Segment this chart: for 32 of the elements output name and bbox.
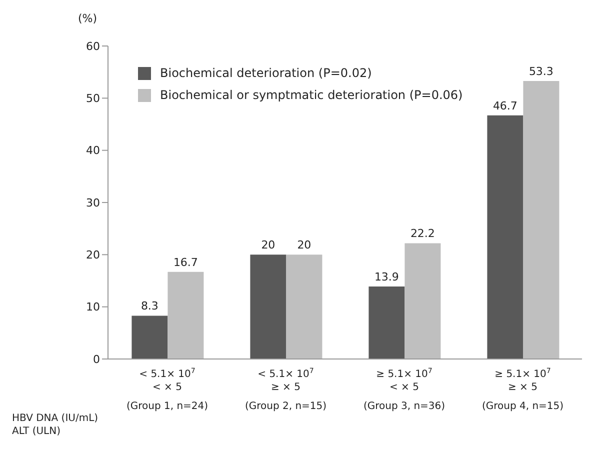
text: ALT (ULN) bbox=[12, 426, 60, 437]
bar bbox=[368, 286, 405, 359]
legend-label: Biochemical deterioration (P=0.02) bbox=[160, 66, 372, 80]
y-tick-label: 20 bbox=[86, 248, 100, 262]
bar bbox=[286, 254, 322, 359]
data-label: 16.7 bbox=[173, 256, 198, 269]
bar bbox=[487, 115, 524, 359]
data-label: 46.7 bbox=[492, 99, 518, 112]
bar bbox=[250, 254, 286, 359]
y-tick-label: 50 bbox=[86, 92, 100, 106]
y-tick-label: 40 bbox=[86, 144, 100, 158]
legend-label: Biochemical or symptmatic deterioration (P=0.06) bbox=[160, 88, 463, 102]
bar bbox=[132, 316, 168, 359]
y-tick-label: 10 bbox=[86, 300, 100, 314]
data-label: 53.3 bbox=[528, 64, 554, 78]
y-tick-label: 30 bbox=[86, 196, 100, 210]
data-label: 22.2 bbox=[410, 227, 435, 240]
data-label: 8.3 bbox=[140, 300, 158, 313]
y-axis-title: (%) bbox=[78, 12, 98, 25]
bar bbox=[523, 80, 560, 359]
category-label: < 5.1× 10$^{7}$ ≥ × 5 (Group 2, n=15) bbox=[244, 367, 327, 412]
category-label: ≥ 5.1× 10$^{7}$ ≥ × 5 (Group 4, n=15) bbox=[482, 367, 564, 412]
bar bbox=[168, 272, 204, 359]
data-label: 20 bbox=[261, 238, 276, 252]
data-label: 13.9 bbox=[374, 270, 399, 284]
bar bbox=[404, 243, 441, 359]
y-tick-label: 60 bbox=[86, 40, 100, 53]
category-label: ≥ 5.1× 10$^{7}$ < × 5 (Group 3, n=36) bbox=[363, 367, 446, 412]
category-label: < 5.1× 10$^{7}$ < × 5 (Group 1, n=24) bbox=[126, 367, 208, 412]
y-tick-label: 0 bbox=[93, 352, 100, 366]
data-label: 20 bbox=[297, 238, 312, 252]
text: HBV DNA (IU/mL) bbox=[12, 413, 98, 424]
